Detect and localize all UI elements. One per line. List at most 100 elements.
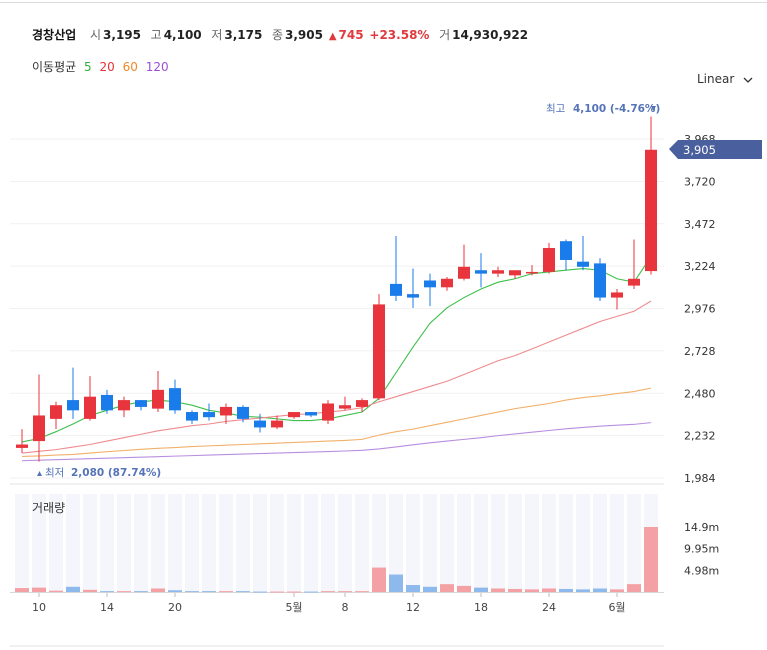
candle-body: [390, 283, 402, 296]
volume-column-bg: [49, 494, 63, 592]
moving-average-lines: [21, 256, 652, 462]
candle-body: [186, 412, 198, 421]
last-price-tag-value: 3,905: [683, 143, 716, 157]
volume-bars: [15, 527, 658, 593]
volume-column-bg: [576, 494, 590, 592]
volume-panel-title: 거래량: [32, 501, 65, 515]
candle-body: [645, 149, 657, 272]
candle-body: [254, 420, 266, 428]
volume-bar: [389, 574, 403, 592]
candle-body: [169, 388, 181, 411]
volume-bar: [32, 587, 46, 592]
candle-body: [16, 444, 28, 448]
volume-bar: [236, 591, 250, 593]
candle-body: [543, 248, 555, 272]
volume-bar: [151, 588, 165, 592]
ma120-line: [21, 422, 652, 462]
candle-body: [339, 405, 351, 409]
volume-column-bg: [270, 494, 284, 592]
ma20-legend[interactable]: 20: [99, 60, 115, 74]
volume-bar: [406, 585, 420, 592]
scale-select[interactable]: Linear: [697, 72, 753, 86]
price-tick-label: 3,224: [684, 260, 716, 273]
price-tick-label: 2,232: [684, 430, 716, 443]
volume-bar: [440, 584, 454, 592]
volume-bar: [372, 567, 386, 592]
ma120-legend[interactable]: 120: [145, 60, 169, 74]
volume-bar: [644, 527, 658, 592]
candle-body: [628, 278, 640, 286]
candle-body: [118, 400, 130, 411]
candle-body: [509, 270, 521, 276]
low-label: 저: [211, 28, 223, 42]
ma20-line: [21, 300, 652, 454]
top-divider: [0, 2, 767, 3]
volume-column-bg: [389, 494, 403, 592]
candle-body: [288, 412, 300, 418]
volume-bar: [508, 588, 522, 592]
annotations: 최고 4,100 (-4.76%) 최저 2,080 (87.74%) 거래량: [32, 103, 660, 515]
x-tick-label: 8: [342, 601, 349, 614]
volume-bar: [610, 589, 624, 592]
volume-bar: [321, 591, 335, 593]
volume-column-bg: [559, 494, 573, 592]
up-arrow-icon: ▲: [328, 31, 337, 42]
volume-bar: [168, 590, 182, 592]
ma60-legend[interactable]: 60: [122, 60, 138, 74]
x-tick-label: 20: [168, 601, 182, 614]
volume-column-bg: [151, 494, 165, 592]
volume-column-bg: [355, 494, 369, 592]
candle-body: [458, 266, 470, 279]
volume-bar: [287, 591, 301, 593]
volume-value: 14,930,922: [452, 28, 529, 42]
candle-body: [611, 292, 623, 298]
volume-column-bg: [134, 494, 148, 592]
volume-column-bg: [100, 494, 114, 592]
x-tick-label: 24: [542, 601, 556, 614]
ma5-line: [21, 256, 652, 443]
candle-body: [271, 420, 283, 428]
volume-column-bg: [338, 494, 352, 592]
min-price-label: 최저: [45, 467, 64, 479]
volume-bar: [202, 591, 216, 593]
x-tick-label: 10: [32, 601, 46, 614]
candle-body: [135, 400, 147, 407]
volume-bar: [219, 591, 233, 593]
volume-bar: [474, 587, 488, 592]
volume-column-bg: [304, 494, 318, 592]
stock-name: 경창산업: [32, 28, 77, 42]
volume-bar: [185, 591, 199, 593]
candle-body: [84, 396, 96, 419]
volume-bar: [491, 588, 505, 592]
last-price-tag: 3,905: [669, 140, 762, 159]
candle-body: [67, 400, 79, 411]
volume-column-bg: [627, 494, 641, 592]
close-value: 3,905: [285, 28, 323, 42]
volume-column-bg: [474, 494, 488, 592]
volume-tick-label: 14.9m: [684, 521, 719, 534]
x-tick-label: 14: [100, 601, 114, 614]
volume-column-bg: [491, 494, 505, 592]
price-tick-label: 1,984: [684, 472, 716, 485]
price-tick-label: 3,472: [684, 218, 716, 231]
moving-average-label: 이동평균: [32, 60, 77, 74]
candle-body: [441, 278, 453, 288]
volume-column-bg: [542, 494, 556, 592]
ma5-legend[interactable]: 5: [84, 60, 92, 74]
volume-background: [10, 494, 664, 593]
x-tick-label: 18: [474, 601, 488, 614]
change-value: 745: [338, 28, 364, 42]
volume-bar: [593, 588, 607, 592]
candle-body: [152, 389, 164, 409]
high-label: 고: [150, 28, 162, 42]
candle-body: [526, 271, 538, 274]
max-price-value: 4,100 (-4.76%): [573, 103, 660, 115]
volume-bar: [253, 591, 267, 593]
candle-body: [33, 415, 45, 442]
volume-bar: [270, 591, 284, 593]
volume-bar: [100, 591, 114, 593]
open-value: 3,195: [103, 28, 142, 42]
volume-column-bg: [185, 494, 199, 592]
volume-bar: [355, 591, 369, 593]
